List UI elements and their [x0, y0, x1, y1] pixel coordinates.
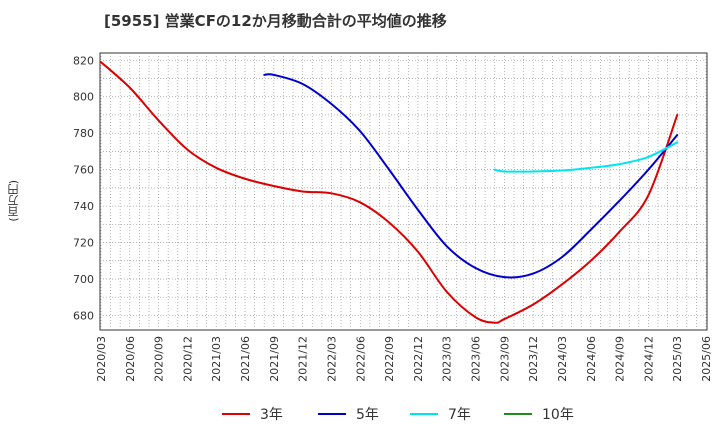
x-tick-label: 2022/03 — [325, 336, 338, 382]
legend-item: 7年 — [410, 404, 471, 424]
x-tick-label: 2023/03 — [441, 336, 454, 382]
legend-swatch — [504, 413, 532, 415]
x-tick-label: 2024/12 — [642, 336, 655, 382]
x-tick-label: 2020/06 — [124, 336, 137, 382]
x-tick-label: 2023/09 — [498, 336, 511, 382]
y-tick-label: 740 — [73, 200, 94, 213]
x-tick-label: 2023/06 — [470, 336, 483, 382]
y-tick-label: 720 — [73, 237, 94, 250]
chart-title: [5955] 営業CFの12か月移動合計の平均値の推移 — [104, 12, 447, 30]
legend-label: 5年 — [356, 407, 379, 423]
x-tick-label: 2020/03 — [95, 336, 108, 382]
y-tick-label: 820 — [73, 54, 94, 67]
y-tick-label: 680 — [73, 309, 94, 322]
x-tick-label: 2023/12 — [527, 336, 540, 382]
y-tick-label: 700 — [73, 273, 94, 286]
x-tick-label: 2020/09 — [153, 336, 166, 382]
axis-labels: 680 700 720 740 760 780 800 820 2020/03 2020/06 20… — [73, 54, 713, 381]
x-tick-label: 2022/12 — [412, 336, 425, 382]
x-tick-label: 2025/06 — [700, 336, 713, 382]
x-tick-label: 2021/06 — [239, 336, 252, 382]
x-tick-label: 2020/12 — [181, 336, 194, 382]
x-tick-label: 2024/03 — [556, 336, 569, 382]
y-tick-label: 780 — [73, 127, 94, 140]
legend-swatch — [222, 413, 250, 415]
legend-swatch — [318, 413, 346, 415]
y-tick-label: 800 — [73, 91, 94, 104]
series-line-3 — [493, 141, 679, 173]
x-tick-label: 2021/09 — [268, 336, 281, 382]
x-tick-label: 2021/03 — [210, 336, 223, 382]
legend-item: 3年 — [222, 404, 283, 424]
x-tick-label: 2024/09 — [614, 336, 627, 382]
x-tick-label: 2024/06 — [585, 336, 598, 382]
x-tick-label: 2022/09 — [383, 336, 396, 382]
legend-label: 7年 — [448, 407, 471, 423]
legend: 3年 5年 7年 10年 — [0, 404, 720, 426]
legend-label: 10年 — [542, 407, 574, 423]
series-lines — [99, 61, 679, 324]
legend-swatch — [410, 413, 438, 415]
series-line-1 — [99, 61, 679, 324]
legend-item: 5年 — [318, 404, 379, 424]
x-tick-label: 2021/12 — [297, 336, 310, 382]
legend-item: 10年 — [504, 404, 574, 424]
series-line-2 — [263, 73, 679, 279]
legend-label: 3年 — [260, 407, 283, 423]
x-tick-label: 2022/06 — [354, 336, 367, 382]
x-tick-label: 2025/03 — [671, 336, 684, 382]
y-tick-label: 760 — [73, 164, 94, 177]
